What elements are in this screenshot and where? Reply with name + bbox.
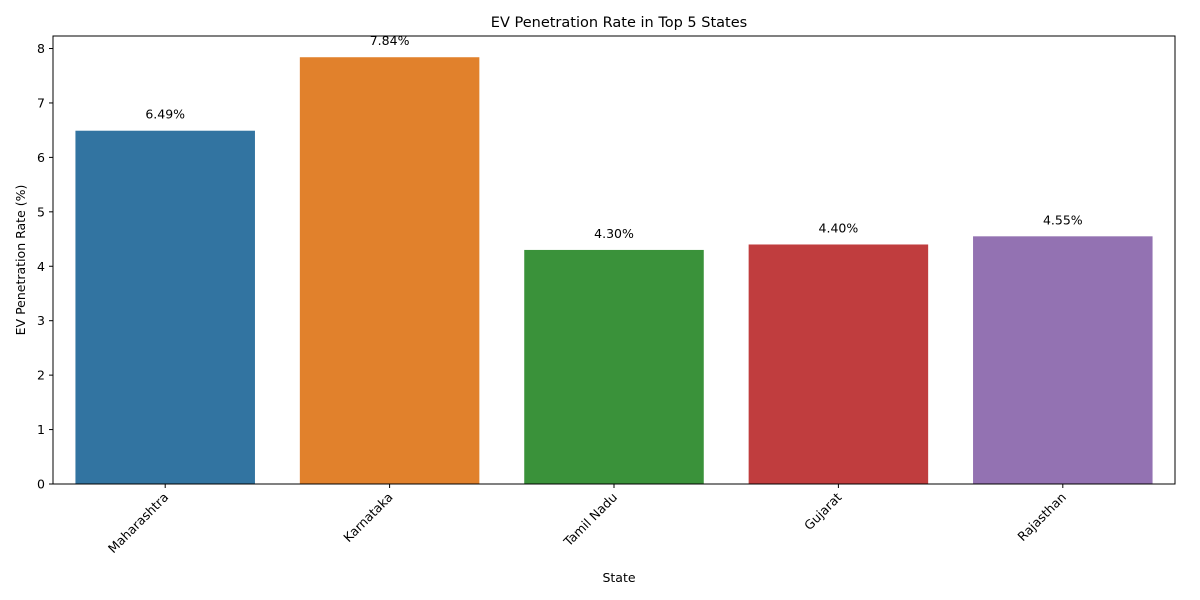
x-tick-label: Gujarat [801,489,845,533]
plot-frame [52,35,1176,485]
x-tick-label: Rajasthan [1014,490,1069,545]
data-label: 6.49% [145,107,185,122]
y-tick-label: 7 [37,95,45,110]
y-tick-label: 6 [37,150,45,165]
bar-tamil-nadu [524,249,704,484]
y-tick-label: 5 [37,204,45,219]
x-tick-label: Tamil Nadu [560,490,620,550]
x-axis-label: State [602,570,635,585]
y-tick-label: 4 [37,259,45,274]
y-axis: 0 1 2 3 4 5 6 7 8 [37,41,53,492]
bar-gujarat [748,244,929,484]
y-tick-label: 2 [37,368,45,383]
y-tick-label: 3 [37,313,45,328]
bar-karnataka [299,57,480,485]
y-tick-label: 1 [37,422,45,437]
bar-rajasthan [973,236,1153,484]
y-tick-label: 8 [37,41,45,56]
y-axis-label: EV Penetration Rate (%) [13,185,28,336]
data-label: 4.30% [594,226,634,241]
x-axis: Maharashtra Karnataka Tamil Nadu Gujarat Raj… [105,484,1069,556]
x-tick-label: Maharashtra [105,490,171,556]
y-tick-label: 0 [37,477,45,492]
bar-maharashtra [75,130,255,484]
chart-title: EV Penetration Rate in Top 5 States [491,15,747,31]
data-label: 4.55% [1043,212,1083,227]
x-tick-label: Karnataka [340,490,395,545]
data-label: 4.40% [819,220,859,235]
data-label: 7.84% [370,33,410,48]
data-labels-layer: 6.49% 7.84% 4.30% 4.40% 4.55% [145,33,1082,241]
bars-layer [75,57,1153,485]
